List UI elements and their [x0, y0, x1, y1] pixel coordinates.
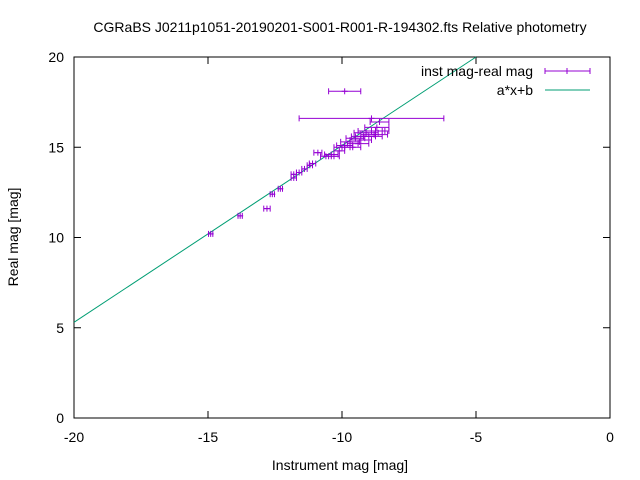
- data-point: [349, 137, 372, 144]
- data-point: [328, 88, 362, 95]
- data-point: [346, 140, 370, 147]
- data-point: [364, 124, 390, 131]
- x-tick-label: 0: [606, 429, 614, 445]
- data-point: [308, 160, 317, 167]
- data-point: [375, 128, 390, 135]
- data-point: [237, 212, 244, 219]
- data-point: [298, 115, 445, 122]
- data-point: [313, 149, 323, 156]
- data-point: [269, 191, 276, 198]
- legend-label-points: inst mag-real mag: [421, 63, 533, 79]
- y-axis-label: Real mag [mag]: [5, 188, 21, 287]
- legend-sample-points: [544, 68, 591, 74]
- data-point: [333, 147, 346, 154]
- legend-label-fit: a*x+b: [497, 82, 533, 98]
- x-tick-label: -15: [198, 429, 218, 445]
- data-point: [369, 118, 390, 125]
- x-tick-label: -20: [64, 429, 84, 445]
- legend: inst mag-real mag a*x+b: [421, 63, 591, 98]
- y-axis-ticks: 0 5 10 15 20: [48, 49, 610, 426]
- data-point: [263, 205, 271, 212]
- y-tick-label: 15: [48, 139, 64, 155]
- x-tick-label: -10: [332, 429, 352, 445]
- fit-line: [73, 56, 477, 323]
- data-point: [295, 169, 303, 176]
- data-point: [328, 153, 340, 160]
- y-tick-label: 20: [48, 49, 64, 65]
- fit-line-layer: [73, 56, 477, 323]
- data-point: [207, 230, 214, 237]
- data-point: [301, 165, 308, 172]
- x-tick-label: -5: [470, 429, 483, 445]
- x-axis-ticks: -20 -15 -10 -5 0: [64, 57, 614, 445]
- y-tick-label: 0: [56, 410, 64, 426]
- x-axis-label: Instrument mag [mag]: [272, 457, 408, 473]
- plot-frame: [73, 56, 611, 419]
- data-point: [277, 185, 284, 192]
- y-tick-label: 10: [48, 230, 64, 246]
- data-points-layer: [207, 88, 445, 237]
- y-tick-label: 5: [56, 320, 64, 336]
- chart-title: CGRaBS J0211p1051-20190201-S001-R001-R-1…: [93, 19, 586, 35]
- data-point: [360, 131, 389, 138]
- data-point: [344, 144, 362, 151]
